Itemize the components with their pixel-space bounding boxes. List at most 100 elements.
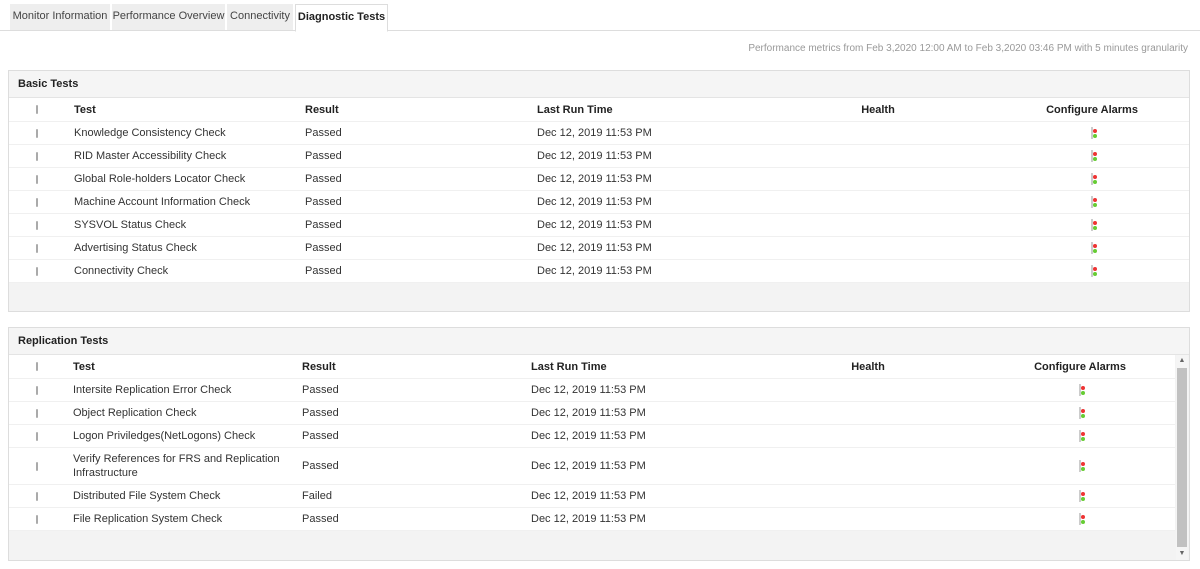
table-row[interactable]: RID Master Accessibility Check Passed Dec … — [9, 145, 1189, 168]
table-footer — [9, 283, 1189, 311]
table-row[interactable]: File Replication System Check Passed Dec 1… — [9, 508, 1175, 531]
configure-alarm-icon[interactable] — [1091, 173, 1097, 185]
test-result: Passed — [302, 407, 339, 419]
table-row[interactable]: Advertising Status Check Passed Dec 12, 20… — [9, 237, 1189, 260]
test-name: Verify References for FRS and Replicatio… — [73, 453, 280, 479]
row-checkbox[interactable] — [36, 408, 38, 418]
table-row[interactable]: SYSVOL Status Check Passed Dec 12, 2019 11… — [9, 214, 1189, 237]
test-name: Machine Account Information Check — [74, 196, 251, 208]
table-row[interactable]: Distributed File System Check Failed Dec 1… — [9, 485, 1175, 508]
row-checkbox[interactable] — [36, 128, 38, 138]
tab-monitor-information[interactable]: Monitor Information — [10, 4, 110, 30]
configure-alarm-icon[interactable] — [1079, 490, 1085, 502]
table-row[interactable]: Connectivity Check Passed Dec 12, 2019 11:… — [9, 260, 1189, 283]
row-checkbox[interactable] — [36, 197, 38, 207]
row-checkbox[interactable] — [36, 151, 38, 161]
test-name: Connectivity Check — [74, 265, 169, 277]
column-header-result[interactable]: Result — [302, 360, 336, 373]
row-checkbox[interactable] — [36, 385, 38, 395]
test-result: Failed — [302, 490, 332, 502]
column-header-test[interactable]: Test — [74, 103, 96, 116]
last-run-time: Dec 12, 2019 11:53 PM — [531, 460, 646, 472]
replication-tests-table: Test Result Last Run Time Health Configure A… — [9, 355, 1175, 559]
column-header-label: Health — [861, 103, 895, 116]
test-name: Logon Priviledges(NetLogons) Check — [73, 430, 256, 442]
configure-alarm-icon[interactable] — [1091, 127, 1097, 139]
configure-alarm-icon[interactable] — [1079, 460, 1085, 472]
last-run-time: Dec 12, 2019 11:53 PM — [537, 242, 652, 254]
table-row[interactable]: Global Role-holders Locator Check Passed D… — [9, 168, 1189, 191]
column-header-last-run[interactable]: Last Run Time — [537, 103, 613, 116]
table-row[interactable]: Knowledge Consistency Check Passed Dec 12,… — [9, 122, 1189, 145]
configure-alarm-icon[interactable] — [1091, 242, 1097, 254]
panel-title: Replication Tests — [9, 328, 1189, 355]
row-checkbox[interactable] — [36, 243, 38, 253]
configure-alarm-icon[interactable] — [1091, 265, 1097, 277]
test-result: Passed — [305, 127, 342, 139]
test-result: Passed — [305, 150, 342, 162]
table-row[interactable]: Intersite Replication Error Check Passed D… — [9, 379, 1175, 402]
column-header-label: Configure Alarms — [1046, 103, 1138, 116]
configure-alarm-icon[interactable] — [1079, 407, 1085, 419]
test-result: Passed — [305, 173, 342, 185]
select-all-checkbox[interactable] — [36, 362, 38, 371]
panel-title: Basic Tests — [9, 71, 1189, 98]
last-run-time: Dec 12, 2019 11:53 PM — [537, 173, 652, 185]
configure-alarm-icon[interactable] — [1091, 219, 1097, 231]
tab-connectivity[interactable]: Connectivity — [227, 4, 293, 30]
test-result: Passed — [305, 265, 342, 277]
scroll-down-icon[interactable]: ▼ — [1178, 550, 1186, 557]
test-result: Passed — [305, 219, 342, 231]
table-row[interactable]: Verify References for FRS and Replicatio… — [9, 448, 1175, 485]
tab-performance-overview[interactable]: Performance Overview — [112, 4, 225, 30]
scroll-up-icon[interactable]: ▲ — [1178, 357, 1186, 364]
last-run-time: Dec 12, 2019 11:53 PM — [537, 150, 652, 162]
test-result: Passed — [305, 242, 342, 254]
last-run-time: Dec 12, 2019 11:53 PM — [531, 384, 646, 396]
test-result: Passed — [302, 384, 339, 396]
tab-bar: Monitor Information Performance Overview… — [0, 0, 1200, 32]
test-name: Object Replication Check — [73, 407, 197, 419]
configure-alarm-icon[interactable] — [1079, 513, 1085, 525]
last-run-time: Dec 12, 2019 11:53 PM — [531, 430, 646, 442]
row-checkbox[interactable] — [36, 491, 38, 501]
last-run-time: Dec 12, 2019 11:53 PM — [537, 219, 652, 231]
row-checkbox[interactable] — [36, 174, 38, 184]
configure-alarm-icon[interactable] — [1079, 384, 1085, 396]
table-footer — [9, 531, 1175, 559]
last-run-time: Dec 12, 2019 11:53 PM — [537, 127, 652, 139]
test-result: Passed — [302, 460, 339, 472]
select-all-checkbox[interactable] — [36, 105, 38, 114]
replication-tests-panel: Replication Tests Test Result Last Run Tim… — [8, 327, 1190, 561]
row-checkbox[interactable] — [36, 514, 38, 524]
table-header-row: Test Result Last Run Time Health Configure A… — [9, 355, 1175, 379]
test-result: Passed — [305, 196, 342, 208]
table-row[interactable]: Logon Priviledges(NetLogons) Check Passed… — [9, 425, 1175, 448]
last-run-time: Dec 12, 2019 11:53 PM — [537, 196, 652, 208]
table-header-row: Test Result Last Run Time Health Configure A… — [9, 98, 1189, 122]
column-header-result[interactable]: Result — [305, 103, 339, 116]
test-name: Knowledge Consistency Check — [74, 127, 226, 139]
scrollbar-thumb[interactable] — [1177, 368, 1187, 547]
configure-alarm-icon[interactable] — [1079, 430, 1085, 442]
row-checkbox[interactable] — [36, 266, 38, 276]
last-run-time: Dec 12, 2019 11:53 PM — [531, 490, 646, 502]
row-checkbox[interactable] — [36, 220, 38, 230]
row-checkbox[interactable] — [36, 461, 38, 471]
column-header-label: Configure Alarms — [1034, 360, 1126, 373]
scrollbar[interactable]: ▲ ▼ — [1176, 355, 1188, 560]
basic-tests-table: Test Result Last Run Time Health Configure A… — [9, 98, 1189, 311]
table-row[interactable]: Object Replication Check Passed Dec 12, 20… — [9, 402, 1175, 425]
test-name: Advertising Status Check — [74, 242, 197, 254]
last-run-time: Dec 12, 2019 11:53 PM — [531, 513, 646, 525]
row-checkbox[interactable] — [36, 431, 38, 441]
test-name: Distributed File System Check — [73, 490, 221, 502]
test-name: Global Role-holders Locator Check — [74, 173, 246, 185]
configure-alarm-icon[interactable] — [1091, 196, 1097, 208]
configure-alarm-icon[interactable] — [1091, 150, 1097, 162]
table-row[interactable]: Machine Account Information Check Passed D… — [9, 191, 1189, 214]
column-header-test[interactable]: Test — [73, 360, 95, 373]
column-header-last-run[interactable]: Last Run Time — [531, 360, 607, 373]
test-name: File Replication System Check — [73, 513, 223, 525]
tab-diagnostic-tests[interactable]: Diagnostic Tests — [295, 4, 388, 32]
